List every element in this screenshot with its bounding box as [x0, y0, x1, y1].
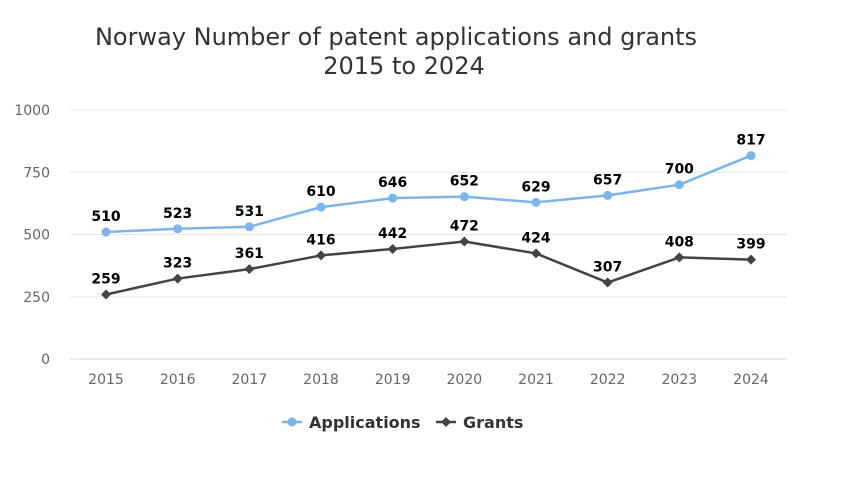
series-line-applications [104, 154, 753, 234]
point-grants[interactable] [101, 289, 111, 300]
data-label-applications: 646 [378, 175, 407, 191]
data-label-grants: 323 [163, 256, 192, 272]
point-applications[interactable] [674, 180, 684, 190]
y-tick-label: 0 [41, 352, 50, 368]
point-applications[interactable] [173, 224, 183, 234]
data-label-applications: 629 [521, 179, 550, 195]
y-tick-label: 1000 [14, 103, 50, 119]
point-applications[interactable] [603, 190, 613, 200]
grid [70, 109, 787, 360]
data-label-grants: 408 [665, 234, 694, 250]
data-label-applications: 657 [593, 172, 622, 188]
point-grants[interactable] [316, 250, 326, 261]
point-grants[interactable] [244, 264, 255, 275]
point-grants[interactable] [531, 248, 541, 259]
x-axis: 2015 2016 2017 2018 2019 2020 2021 2022 2023 2024 [88, 372, 769, 388]
x-tick-label: 2016 [160, 372, 196, 388]
point-applications[interactable] [316, 202, 326, 212]
legend-label: Grants [463, 413, 523, 432]
chart-title: Norway Number of patent applications and… [95, 23, 697, 51]
point-applications[interactable] [244, 222, 254, 232]
point-grants[interactable] [387, 243, 398, 254]
data-label-grants: 399 [736, 237, 765, 253]
x-tick-label: 2015 [88, 372, 124, 388]
legend-label: Applications [309, 413, 421, 432]
point-grants[interactable] [602, 277, 613, 288]
y-tick-label: 750 [23, 165, 50, 181]
point-applications[interactable] [746, 151, 756, 161]
x-tick-label: 2018 [303, 372, 339, 388]
data-labels: 510 523 531 610 646 652 629 657 700 817 259 323 361 4… [91, 133, 765, 288]
point-applications[interactable] [459, 192, 469, 202]
point-grants[interactable] [746, 254, 756, 265]
y-axis: 0 250 500 750 1000 [14, 103, 50, 368]
x-tick-label: 2021 [518, 372, 554, 388]
y-tick-label: 250 [23, 290, 50, 306]
x-tick-label: 2024 [733, 372, 769, 388]
x-tick-label: 2023 [662, 372, 698, 388]
data-label-applications: 531 [235, 204, 264, 220]
data-label-applications: 523 [163, 206, 192, 222]
data-label-grants: 416 [306, 232, 335, 248]
legend-item-applications[interactable]: Applications [282, 413, 421, 432]
point-grants[interactable] [459, 236, 470, 247]
data-label-grants: 259 [91, 272, 120, 288]
legend-marker-diamond [441, 417, 451, 427]
chart-subtitle: 2015 to 2024 [323, 52, 485, 80]
legend-marker-circle [287, 417, 297, 427]
point-applications[interactable] [388, 193, 398, 203]
legend-item-grants[interactable]: Grants [436, 413, 523, 432]
data-label-grants: 442 [378, 226, 407, 242]
x-tick-label: 2017 [232, 372, 268, 388]
data-label-applications: 510 [91, 209, 120, 225]
series-layer [101, 151, 756, 300]
data-label-grants: 424 [521, 230, 550, 246]
data-label-applications: 652 [450, 174, 479, 190]
point-grants[interactable] [172, 273, 183, 284]
data-label-applications: 610 [306, 184, 335, 200]
data-label-grants: 361 [235, 246, 264, 262]
series-line-grants [104, 240, 753, 296]
data-label-grants: 307 [593, 260, 622, 276]
x-tick-label: 2019 [375, 372, 411, 388]
data-label-grants: 472 [450, 218, 479, 234]
point-applications[interactable] [531, 197, 541, 207]
data-label-applications: 817 [736, 133, 765, 149]
x-tick-label: 2020 [447, 372, 483, 388]
data-label-applications: 700 [665, 162, 694, 178]
legend[interactable]: Applications Grants [282, 413, 523, 432]
x-tick-label: 2022 [590, 372, 626, 388]
y-tick-label: 500 [23, 228, 50, 244]
point-applications[interactable] [101, 227, 111, 237]
point-grants[interactable] [674, 252, 685, 263]
